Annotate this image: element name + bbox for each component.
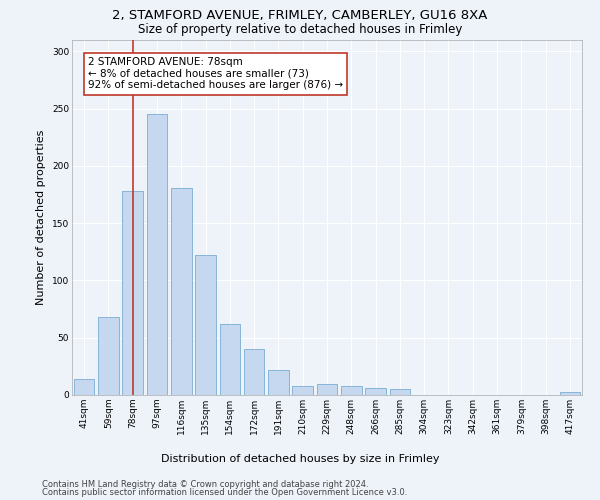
Bar bbox=[98, 317, 119, 395]
Bar bbox=[560, 392, 580, 395]
Bar bbox=[122, 191, 143, 395]
Bar bbox=[268, 370, 289, 395]
Bar bbox=[146, 114, 167, 395]
Text: Size of property relative to detached houses in Frimley: Size of property relative to detached ho… bbox=[138, 22, 462, 36]
Bar bbox=[74, 379, 94, 395]
Bar bbox=[389, 390, 410, 395]
Y-axis label: Number of detached properties: Number of detached properties bbox=[37, 130, 46, 305]
Bar bbox=[341, 386, 362, 395]
Text: Contains public sector information licensed under the Open Government Licence v3: Contains public sector information licen… bbox=[42, 488, 407, 497]
Bar bbox=[195, 256, 216, 395]
Text: 2, STAMFORD AVENUE, FRIMLEY, CAMBERLEY, GU16 8XA: 2, STAMFORD AVENUE, FRIMLEY, CAMBERLEY, … bbox=[112, 9, 488, 22]
Bar bbox=[365, 388, 386, 395]
Bar bbox=[220, 324, 240, 395]
Text: Distribution of detached houses by size in Frimley: Distribution of detached houses by size … bbox=[161, 454, 439, 464]
Bar bbox=[292, 386, 313, 395]
Bar bbox=[171, 188, 191, 395]
Bar bbox=[317, 384, 337, 395]
Text: Contains HM Land Registry data © Crown copyright and database right 2024.: Contains HM Land Registry data © Crown c… bbox=[42, 480, 368, 489]
Text: 2 STAMFORD AVENUE: 78sqm
← 8% of detached houses are smaller (73)
92% of semi-de: 2 STAMFORD AVENUE: 78sqm ← 8% of detache… bbox=[88, 57, 343, 90]
Bar bbox=[244, 349, 265, 395]
